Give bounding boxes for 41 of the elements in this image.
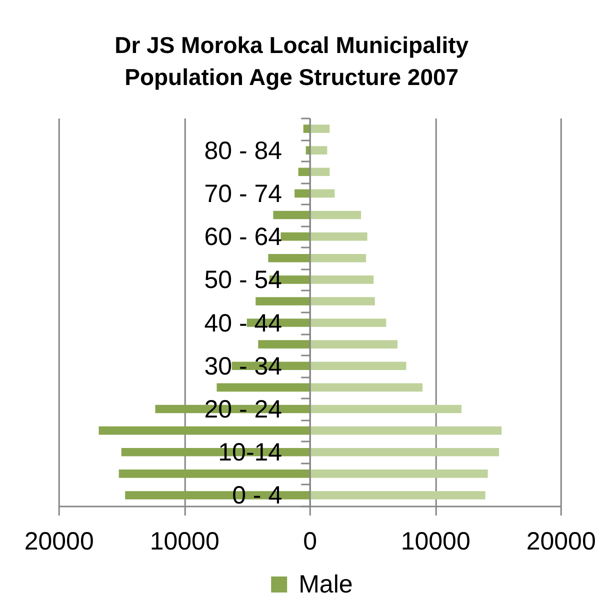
x-tick-label: 20000	[526, 528, 596, 556]
bar	[310, 404, 462, 414]
bar	[98, 426, 310, 435]
y-tick-label: 50 - 54	[204, 266, 282, 294]
bar	[310, 383, 423, 392]
y-tick-label: 80 - 84	[204, 136, 282, 165]
bar	[280, 232, 310, 241]
bar	[310, 491, 486, 500]
bar	[273, 210, 310, 220]
bar	[310, 146, 328, 154]
bar	[310, 124, 330, 133]
bar	[303, 124, 310, 133]
bar	[310, 297, 375, 306]
x-tick-label: 10000	[150, 528, 220, 556]
bar	[256, 297, 310, 306]
y-tick-label: 60 - 64	[204, 223, 282, 252]
bar	[310, 276, 374, 284]
bar	[310, 426, 502, 435]
bar	[216, 383, 310, 392]
bar	[268, 254, 310, 262]
chart-title: Dr JS Moroka Local Municipality Population Age Structure 2007	[114, 32, 469, 90]
bar	[310, 470, 488, 478]
y-tick-label: 70 - 74	[204, 180, 282, 208]
bar	[310, 168, 330, 176]
x-tick-label: 20000	[24, 528, 94, 556]
x-tick-label: 10000	[400, 528, 470, 556]
bar	[310, 318, 386, 327]
bar	[294, 189, 310, 198]
bar	[298, 168, 310, 176]
bar	[310, 232, 368, 241]
bar	[118, 470, 310, 478]
bar	[310, 210, 362, 220]
bar	[310, 254, 366, 262]
bar	[310, 362, 406, 370]
x-tick-label: 0	[303, 528, 318, 556]
bar	[310, 448, 500, 456]
bar	[306, 146, 310, 154]
bar	[310, 340, 398, 348]
bar	[310, 189, 335, 198]
legend-label: Male	[298, 570, 353, 598]
bar	[258, 340, 310, 348]
